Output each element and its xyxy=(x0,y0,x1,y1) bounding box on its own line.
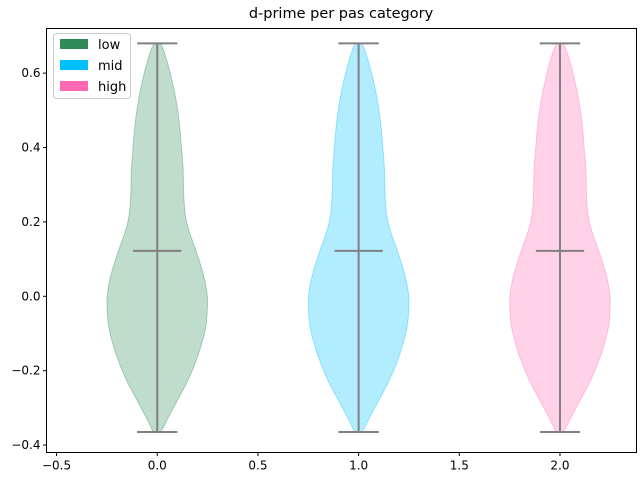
x-tick-label: 2.0 xyxy=(550,459,569,473)
legend: low mid high xyxy=(53,33,131,99)
x-axis: −0.5 0.0 0.5 1.0 1.5 2.0 xyxy=(42,452,570,473)
y-tick-label: 0.6 xyxy=(21,66,40,80)
legend-swatch-mid xyxy=(60,60,88,70)
legend-swatch-low xyxy=(60,39,88,49)
plot-frame xyxy=(46,28,637,453)
y-tick-label: −0.4 xyxy=(11,438,40,452)
y-tick-label: −0.2 xyxy=(11,364,40,378)
y-tick-label: 0.2 xyxy=(21,215,40,229)
x-tick-label: 1.0 xyxy=(349,459,368,473)
legend-label-high: high xyxy=(98,80,126,95)
y-axis: −0.4 −0.2 0.0 0.2 0.4 0.6 xyxy=(11,66,47,452)
violin-mid xyxy=(307,42,410,434)
violin-low xyxy=(106,42,209,434)
legend-swatch-high xyxy=(60,81,88,91)
legend-label-mid: mid xyxy=(98,59,123,74)
chart-title: d-prime per pas category xyxy=(249,6,434,22)
x-tick-label: 0.5 xyxy=(248,459,267,473)
y-tick-label: 0.0 xyxy=(21,289,40,303)
y-tick-label: 0.4 xyxy=(21,141,40,155)
legend-label-low: low xyxy=(98,38,121,53)
x-tick-label: 1.5 xyxy=(450,459,469,473)
x-tick-label: 0.0 xyxy=(148,459,167,473)
x-tick-label: −0.5 xyxy=(42,459,71,473)
violin-high xyxy=(509,42,611,434)
violins-group xyxy=(106,42,611,434)
